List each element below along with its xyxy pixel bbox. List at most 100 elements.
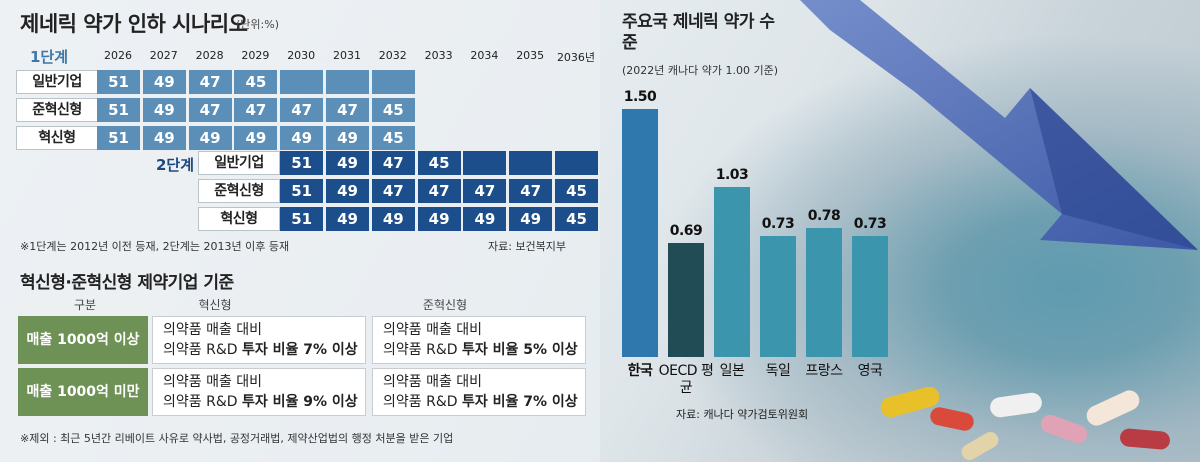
row-label: 일반기업 xyxy=(198,151,280,175)
row-label: 혁신형 xyxy=(16,126,98,150)
x-tick-label: 일본 xyxy=(719,363,745,379)
year-header: 2033 xyxy=(424,49,453,62)
rate-cell xyxy=(463,151,507,175)
scenario-title: 제네릭 약가 인하 시나리오 xyxy=(20,12,248,36)
rate-cell: 45 xyxy=(371,98,415,122)
rate-cell: 45 xyxy=(555,179,598,203)
criteria-row-label: 매출 1000억 미만 xyxy=(18,368,148,416)
rate-cell: 49 xyxy=(326,179,369,203)
year-header: 2026 xyxy=(104,49,132,62)
rate-cell: 49 xyxy=(142,70,186,94)
criteria-emphasis: 투자 비율 7% 이상 xyxy=(461,394,578,410)
criteria-line: 의약품 매출 대비 xyxy=(163,374,263,390)
rate-cell: 49 xyxy=(371,207,415,231)
criteria-innovative-cell: 의약품 매출 대비 의약품 R&D 투자 비율 9% 이상 xyxy=(152,368,366,416)
criteria-line: 의약품 R&D 투자 비율 7% 이상 xyxy=(163,340,365,360)
row-label: 일반기업 xyxy=(16,70,98,94)
rate-cell: 51 xyxy=(97,70,140,94)
rate-cell: 47 xyxy=(509,179,553,203)
rate-cell: 47 xyxy=(463,179,507,203)
rate-cell xyxy=(280,70,324,94)
criteria-line: 의약품 매출 대비 xyxy=(163,322,263,338)
criteria-text: 의약품 R&D xyxy=(163,394,242,410)
bar-value-label: 0.69 xyxy=(669,222,703,239)
bar xyxy=(852,236,888,357)
rate-cell: 51 xyxy=(97,126,140,150)
x-tick-label: 영국 xyxy=(857,363,883,379)
criteria-line: 의약품 매출 대비 xyxy=(383,322,483,338)
rate-cell: 49 xyxy=(142,126,186,150)
scenario-unit: (단위:%) xyxy=(236,18,279,31)
bar xyxy=(668,242,704,357)
stage1-label: 1단계 xyxy=(30,48,69,66)
criteria-note: ※제외 : 최근 5년간 리베이트 사유로 약사법, 공정거래법, 제약산업법의… xyxy=(20,432,454,445)
criteria-text: 의약품 R&D xyxy=(163,342,242,358)
year-header: 2032 xyxy=(378,49,407,62)
x-tick-label: 독일 xyxy=(765,363,791,379)
bar xyxy=(806,228,842,357)
rate-cell: 49 xyxy=(280,126,324,150)
criteria-header-innovative: 혁신형 xyxy=(198,298,232,312)
bar-value-label: 0.73 xyxy=(761,216,795,233)
year-header: 2036년 xyxy=(556,51,596,64)
bar-value-label: 0.78 xyxy=(807,208,841,225)
rate-cell: 51 xyxy=(280,207,324,231)
criteria-semi-cell: 의약품 매출 대비 의약품 R&D 투자 비율 5% 이상 xyxy=(372,316,586,364)
rate-cell: 45 xyxy=(371,126,415,150)
x-tick-label: 한국 xyxy=(627,363,653,379)
rate-cell: 45 xyxy=(234,70,278,94)
year-header: 2029 xyxy=(241,49,270,62)
rate-cell: 49 xyxy=(463,207,507,231)
criteria-row-label: 매출 1000억 이상 xyxy=(18,316,148,364)
rate-cell: 49 xyxy=(234,126,278,150)
bar xyxy=(622,109,658,357)
criteria-line: 의약품 R&D 투자 비율 9% 이상 xyxy=(163,392,365,412)
scenario-note: ※1단계는 2012년 이전 등재, 2단계는 2013년 이후 등재 xyxy=(20,240,290,253)
bar xyxy=(714,186,750,357)
bar-value-label: 1.03 xyxy=(715,166,749,183)
rate-cell: 47 xyxy=(280,98,324,122)
rate-cell xyxy=(555,151,598,175)
rate-cell: 49 xyxy=(188,126,232,150)
rate-cell: 49 xyxy=(417,207,461,231)
rate-cell xyxy=(326,70,369,94)
criteria-header-semi: 준혁신형 xyxy=(422,298,468,312)
criteria-semi-cell: 의약품 매출 대비 의약품 R&D 투자 비율 7% 이상 xyxy=(372,368,586,416)
criteria-emphasis: 투자 비율 5% 이상 xyxy=(461,342,578,358)
bar xyxy=(760,236,796,357)
row-label: 준혁신형 xyxy=(16,98,98,122)
rate-cell: 49 xyxy=(509,207,553,231)
criteria-header-category: 구분 xyxy=(73,298,97,312)
row-label: 준혁신형 xyxy=(198,179,280,203)
rate-cell: 47 xyxy=(371,151,415,175)
x-tick-label: 프랑스 xyxy=(805,363,843,379)
criteria-title: 혁신형·준혁신형 제약기업 기준 xyxy=(20,273,234,293)
rate-cell: 47 xyxy=(234,98,278,122)
rate-cell: 49 xyxy=(142,98,186,122)
year-header: 2027 xyxy=(149,49,178,62)
bar-value-label: 1.50 xyxy=(623,89,657,105)
criteria-line: 의약품 R&D 투자 비율 7% 이상 xyxy=(383,392,585,412)
year-header: 2028 xyxy=(195,49,224,62)
rate-cell: 47 xyxy=(326,98,369,122)
stage2-label: 2단계 xyxy=(156,156,195,174)
rate-cell: 45 xyxy=(555,207,598,231)
rate-cell xyxy=(371,70,415,94)
rate-cell: 49 xyxy=(326,126,369,150)
chart-subtitle: (2022년 캐나다 약가 1.00 기준) xyxy=(622,64,779,77)
criteria-text: 의약품 R&D xyxy=(383,394,462,410)
rate-cell: 49 xyxy=(326,207,369,231)
criteria-line: 의약품 매출 대비 xyxy=(383,374,483,390)
year-header: 2035 xyxy=(516,49,545,62)
bar-value-label: 0.73 xyxy=(853,216,887,233)
scenario-source: 자료: 보건복지부 xyxy=(488,240,567,253)
rate-cell: 51 xyxy=(97,98,140,122)
year-header: 2030 xyxy=(287,49,316,62)
criteria-emphasis: 투자 비율 9% 이상 xyxy=(241,394,358,410)
rate-cell xyxy=(509,151,553,175)
rate-cell: 49 xyxy=(326,151,369,175)
rate-cell: 47 xyxy=(188,70,232,94)
x-tick-label: OECD 평균 xyxy=(658,363,714,396)
